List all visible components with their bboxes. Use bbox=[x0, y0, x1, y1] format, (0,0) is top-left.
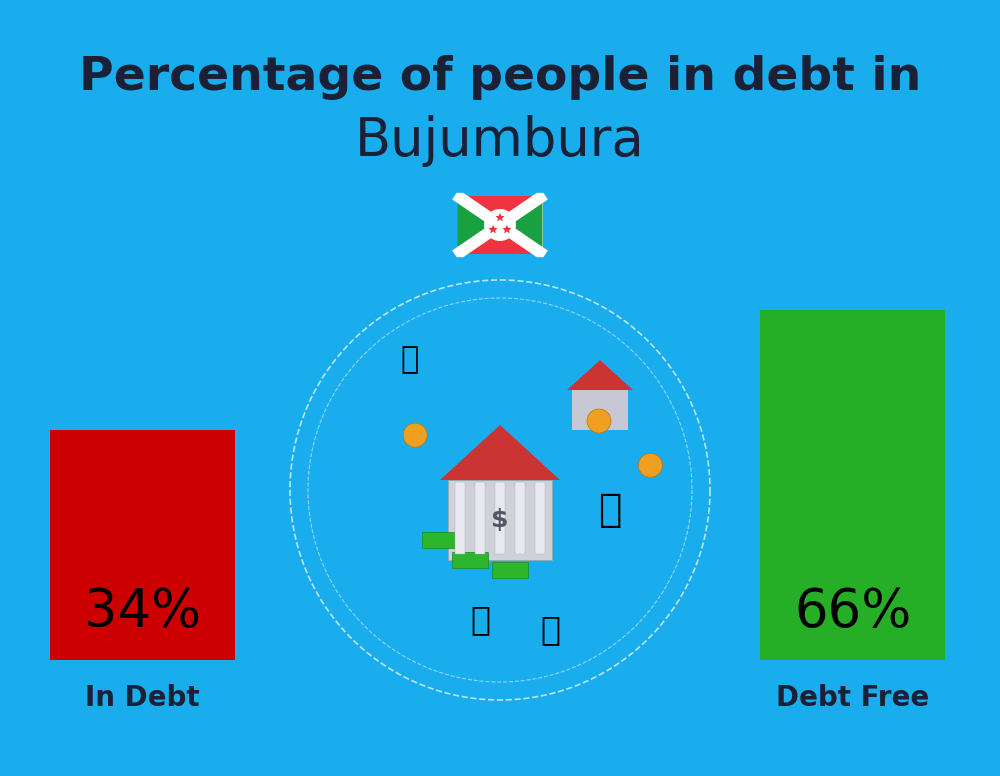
Text: 34%: 34% bbox=[84, 586, 201, 638]
FancyBboxPatch shape bbox=[422, 532, 458, 548]
Text: In Debt: In Debt bbox=[85, 684, 200, 712]
Polygon shape bbox=[458, 225, 542, 254]
Polygon shape bbox=[567, 360, 633, 390]
Polygon shape bbox=[458, 196, 542, 225]
FancyBboxPatch shape bbox=[515, 482, 525, 554]
FancyBboxPatch shape bbox=[495, 482, 505, 554]
Polygon shape bbox=[496, 213, 505, 221]
Text: 66%: 66% bbox=[794, 586, 911, 638]
FancyBboxPatch shape bbox=[572, 390, 628, 430]
Circle shape bbox=[638, 453, 662, 477]
Text: 🎓: 🎓 bbox=[598, 491, 622, 529]
FancyBboxPatch shape bbox=[475, 482, 485, 554]
Text: 🦅: 🦅 bbox=[401, 345, 419, 375]
Text: Debt Free: Debt Free bbox=[776, 684, 929, 712]
Text: $: $ bbox=[491, 508, 509, 532]
Text: Percentage of people in debt in: Percentage of people in debt in bbox=[79, 55, 921, 100]
FancyBboxPatch shape bbox=[452, 552, 488, 568]
FancyBboxPatch shape bbox=[760, 310, 945, 660]
FancyBboxPatch shape bbox=[448, 480, 552, 560]
FancyBboxPatch shape bbox=[535, 482, 545, 554]
Text: 💼: 💼 bbox=[470, 604, 490, 636]
FancyBboxPatch shape bbox=[458, 196, 542, 254]
Polygon shape bbox=[458, 196, 500, 254]
Polygon shape bbox=[502, 225, 511, 234]
FancyBboxPatch shape bbox=[492, 562, 528, 578]
Polygon shape bbox=[500, 196, 542, 254]
Text: Bujumbura: Bujumbura bbox=[355, 115, 645, 167]
FancyBboxPatch shape bbox=[455, 482, 465, 554]
Polygon shape bbox=[440, 425, 560, 480]
Text: 🚗: 🚗 bbox=[540, 614, 560, 646]
Circle shape bbox=[587, 409, 611, 433]
Circle shape bbox=[403, 423, 427, 447]
Polygon shape bbox=[489, 225, 498, 234]
Circle shape bbox=[484, 209, 516, 241]
FancyBboxPatch shape bbox=[50, 430, 235, 660]
